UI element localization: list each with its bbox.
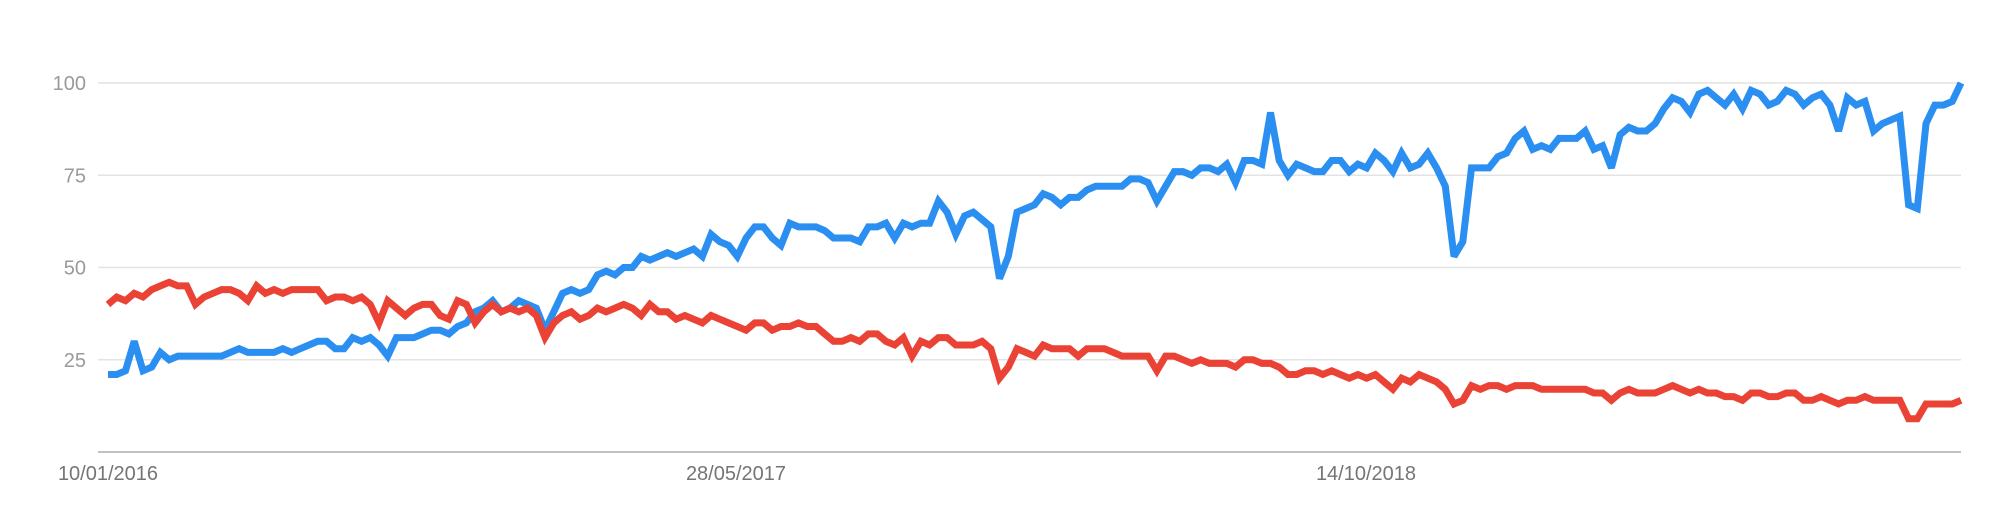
series-line-blue <box>108 81 1965 378</box>
y-tick-label: 100 <box>53 73 86 95</box>
y-tick-label: 75 <box>64 165 86 187</box>
x-tick-label: 14/10/2018 <box>1316 463 1416 485</box>
x-tick-labels: 10/01/2016 28/05/2017 14/10/2018 <box>58 463 1416 485</box>
series-lines <box>105 81 1965 423</box>
gridlines <box>98 82 1961 361</box>
series-line-red <box>105 278 1963 423</box>
y-tick-label: 25 <box>64 350 86 372</box>
x-tick-label: 28/05/2017 <box>686 463 786 485</box>
y-tick-labels: 25 50 75 100 <box>53 73 86 372</box>
y-tick-label: 50 <box>64 258 86 280</box>
x-tick-label: 10/01/2016 <box>58 463 158 485</box>
